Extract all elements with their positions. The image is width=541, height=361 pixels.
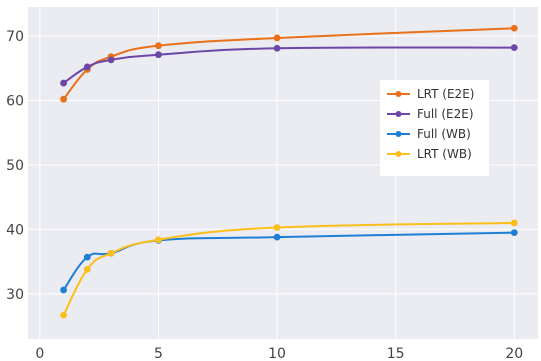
x-axis-tick-labels: 0 5 10 15 20 [35,346,523,361]
legend-item: Full (WB) [387,127,471,141]
x-tick-label: 20 [505,346,523,361]
y-axis-tick-labels: 30 40 50 60 70 [6,29,24,303]
grid-lines [28,7,538,339]
data-point [510,44,518,52]
y-tick-label: 40 [6,222,24,238]
series-full-e2e [60,44,518,87]
legend-label: LRT (WB) [417,147,472,161]
series-lrt-wb [60,219,518,319]
y-tick-label: 50 [6,158,24,174]
data-point [83,63,91,71]
data-point [273,233,281,241]
data-point [60,79,67,87]
legend-swatch-marker [395,151,402,157]
data-point [155,42,162,50]
y-tick-label: 70 [6,29,24,45]
data-point [107,249,115,257]
data-point [510,219,518,227]
legend: LRT (E2E) Full (E2E) Full (WB) LRT (WB) [380,80,489,176]
legend-item: LRT (E2E) [387,87,474,101]
data-point [83,253,91,261]
data-point [60,95,67,103]
legend-swatch-marker [395,111,402,117]
data-point [60,311,67,319]
data-point [155,236,162,244]
data-point [273,34,281,42]
data-point [83,265,91,273]
legend-swatch-marker [395,91,402,97]
series-layer [60,24,518,319]
y-tick-label: 30 [6,287,24,303]
x-tick-label: 15 [387,346,405,361]
legend-item: LRT (WB) [387,147,472,161]
legend-label: Full (E2E) [417,107,474,121]
data-point [273,224,281,231]
legend-label: LRT (E2E) [417,87,474,101]
legend-swatch-marker [395,131,402,137]
data-point [510,229,518,237]
x-tick-label: 5 [154,346,163,361]
legend-label: Full (WB) [417,127,471,141]
data-point [107,56,115,64]
data-point [510,24,518,32]
x-tick-label: 0 [35,346,44,361]
x-tick-label: 10 [268,346,286,361]
y-tick-label: 60 [6,93,24,109]
data-point [60,286,67,294]
legend-item: Full (E2E) [387,107,474,121]
data-point [155,51,162,59]
data-point [273,44,281,52]
